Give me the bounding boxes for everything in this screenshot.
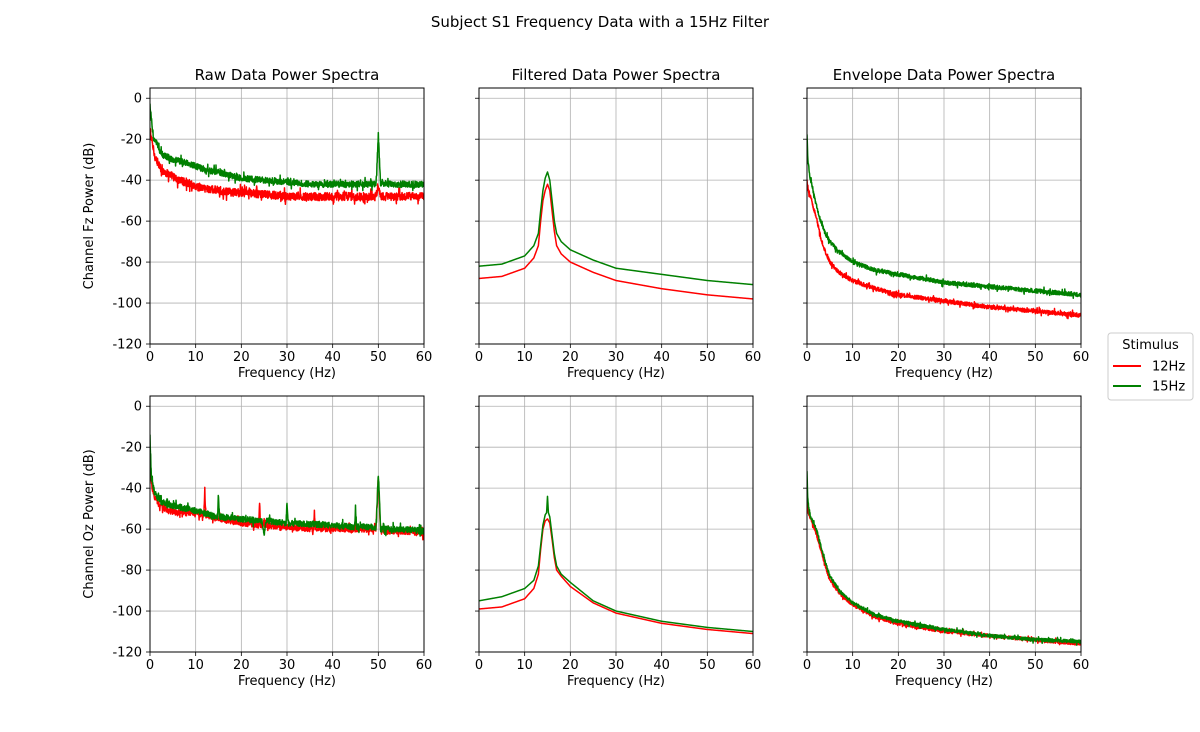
x-axis-label: Frequency (Hz) xyxy=(895,674,993,689)
x-tick-label: 60 xyxy=(745,350,762,365)
y-tick-label: -40 xyxy=(121,482,142,497)
x-tick-label: 40 xyxy=(653,658,670,673)
x-tick-label: 0 xyxy=(803,658,811,673)
legend-frame xyxy=(1107,332,1194,401)
x-tick-label: 60 xyxy=(1073,350,1090,365)
legend-label-12hz: 12Hz xyxy=(1152,360,1185,375)
y-tick-label: -120 xyxy=(112,646,142,661)
subplot-2-1: 0 10 20 30 40 50 60 0 -20 -40 -60 -80 -100 -120 Freque… xyxy=(82,395,433,689)
y-tick-label: -40 xyxy=(121,174,142,189)
x-tick-label: 40 xyxy=(324,350,341,365)
x-tick-label: 50 xyxy=(370,658,387,673)
x-tick-label: 20 xyxy=(562,658,579,673)
series-line-12hz xyxy=(150,127,424,206)
x-tick-label: 10 xyxy=(187,658,204,673)
x-tick-label: 30 xyxy=(936,350,953,365)
y-tick-label: -100 xyxy=(112,605,142,620)
x-tick-label: 40 xyxy=(981,658,998,673)
y-tick-label: -120 xyxy=(112,338,142,353)
x-tick-label: 10 xyxy=(844,658,861,673)
x-tick-label: 40 xyxy=(981,350,998,365)
x-tick-label: 10 xyxy=(187,350,204,365)
subplot-1-2: 0 10 20 30 40 50 60 Frequency (Hz) Filtered Data… xyxy=(475,66,761,381)
x-tick-label: 20 xyxy=(890,658,907,673)
x-axis-label: Frequency (Hz) xyxy=(238,674,336,689)
x-tick-label: 30 xyxy=(608,658,625,673)
y-tick-label: 0 xyxy=(134,400,142,415)
series-line-15hz xyxy=(807,134,1081,300)
x-tick-label: 60 xyxy=(745,658,762,673)
x-tick-label: 50 xyxy=(699,350,716,365)
y-tick-label: -20 xyxy=(121,133,142,148)
x-tick-label: 20 xyxy=(890,350,907,365)
x-tick-label: 20 xyxy=(562,350,579,365)
series-line-12hz xyxy=(479,518,753,635)
series-line-12hz xyxy=(479,183,753,300)
legend-label-15hz: 15Hz xyxy=(1152,380,1185,395)
x-tick-label: 0 xyxy=(475,658,483,673)
x-tick-label: 50 xyxy=(699,658,716,673)
legend-title: Stimulus xyxy=(1122,338,1179,353)
y-axis-label: Channel Oz Power (dB) xyxy=(82,449,97,598)
subplot-2-2: 0 10 20 30 40 50 60 Frequency (Hz) xyxy=(475,395,762,689)
y-tick-label: -80 xyxy=(121,564,142,579)
y-tick-label: -60 xyxy=(121,215,142,230)
series-line-15hz xyxy=(479,495,753,633)
x-tick-label: 0 xyxy=(146,350,154,365)
series-line-15hz xyxy=(150,434,424,537)
subplot-grid: 0 10 20 30 40 50 60 0 -20 -40 -60 -80 -100 -120 Freque… xyxy=(82,66,1089,689)
x-tick-label: 20 xyxy=(233,350,250,365)
y-tick-label: 0 xyxy=(134,92,142,107)
subplot-title: Raw Data Power Spectra xyxy=(195,66,380,84)
x-tick-label: 30 xyxy=(279,350,296,365)
subplot-1-3: 0 10 20 30 40 50 60 Frequency (Hz) Envelope Data… xyxy=(803,66,1089,381)
x-tick-label: 0 xyxy=(475,350,483,365)
y-axis-label: Channel Fz Power (dB) xyxy=(82,143,97,290)
x-tick-label: 10 xyxy=(516,350,533,365)
subplot-title: Filtered Data Power Spectra xyxy=(512,66,721,84)
x-tick-label: 40 xyxy=(324,658,341,673)
x-tick-label: 50 xyxy=(1027,658,1044,673)
y-tick-label: -100 xyxy=(112,297,142,312)
subplot-2-3: 0 10 20 30 40 50 60 Frequency (Hz) xyxy=(803,395,1090,689)
series-line-15hz xyxy=(150,103,424,192)
x-tick-label: 50 xyxy=(370,350,387,365)
x-tick-label: 30 xyxy=(936,658,953,673)
x-tick-label: 60 xyxy=(416,350,433,365)
series-line-15hz xyxy=(807,471,1081,646)
x-tick-label: 30 xyxy=(279,658,296,673)
subplot-1-1: 0 10 20 30 40 50 60 0 -20 -40 -60 -80 -100 -120 Freque… xyxy=(82,66,432,381)
x-tick-label: 60 xyxy=(416,658,433,673)
x-tick-label: 20 xyxy=(233,658,250,673)
x-axis-label: Frequency (Hz) xyxy=(238,366,336,381)
x-tick-label: 10 xyxy=(516,658,533,673)
x-axis-label: Frequency (Hz) xyxy=(567,674,665,689)
x-tick-label: 30 xyxy=(608,350,625,365)
figure-title: Subject S1 Frequency Data with a 15Hz Fi… xyxy=(431,13,770,31)
series-line-12hz xyxy=(807,179,1081,320)
x-tick-label: 0 xyxy=(146,658,154,673)
y-tick-label: -20 xyxy=(121,441,142,456)
x-tick-label: 40 xyxy=(653,350,670,365)
x-tick-label: 50 xyxy=(1027,350,1044,365)
legend: Stimulus 12Hz 15Hz xyxy=(1107,332,1194,401)
subplot-title: Envelope Data Power Spectra xyxy=(833,66,1055,84)
x-axis-label: Frequency (Hz) xyxy=(567,366,665,381)
x-axis-label: Frequency (Hz) xyxy=(895,366,993,381)
series-line-15hz xyxy=(479,171,753,286)
y-tick-label: -80 xyxy=(121,256,142,271)
x-tick-label: 0 xyxy=(803,350,811,365)
x-tick-label: 60 xyxy=(1073,658,1090,673)
y-tick-label: -60 xyxy=(121,523,142,538)
x-tick-label: 10 xyxy=(844,350,861,365)
